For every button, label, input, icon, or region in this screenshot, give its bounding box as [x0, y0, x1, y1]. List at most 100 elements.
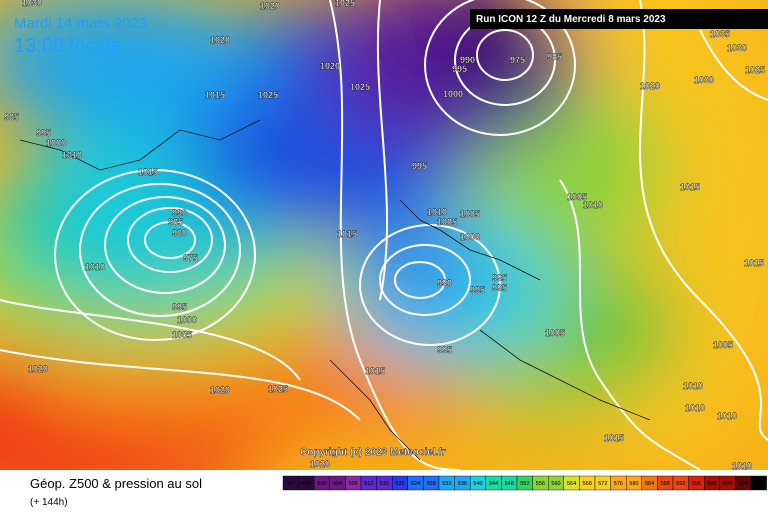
isobar-labels: 1030 1020 1025 1020 1020 1015 1025 1025 1015 1010…	[4, 0, 765, 471]
isobar-label: 1020	[640, 81, 660, 91]
colorbar-tick: 560	[551, 481, 560, 487]
isobar-label: 1015	[337, 229, 357, 239]
isobar-label: 1030	[727, 43, 747, 53]
isobar-label: 995	[492, 283, 507, 293]
colorbar-tick: 532	[442, 481, 451, 487]
isobar-label: 1005	[545, 328, 565, 338]
isobar-label: 1010	[85, 262, 105, 272]
isobar-label: 1005	[460, 209, 480, 219]
isobar-label: 1025	[745, 65, 765, 75]
isobar-label: 995	[470, 285, 485, 295]
isobar-label: 1015	[205, 90, 225, 100]
isobar-label: 995	[172, 302, 187, 312]
isobar-label: 1015	[604, 433, 624, 443]
isobar-label: 1010	[427, 207, 447, 217]
run-box	[470, 9, 768, 29]
coastlines	[19, 119, 651, 461]
isobar-label: 995	[492, 273, 507, 283]
isobar-label: 985	[168, 217, 183, 227]
isobar-label: 1010	[685, 403, 705, 413]
isobar-label: 990	[437, 278, 452, 288]
colorbar-tick: 520	[395, 481, 404, 487]
colorbar-tick: 604	[723, 481, 732, 487]
isobar-label: 975	[510, 55, 525, 65]
isobar-label: 1010	[683, 381, 703, 391]
isobar-label: 995	[36, 128, 51, 138]
isobar-label: 1020	[320, 61, 340, 71]
colorbar-tick: 504	[333, 481, 342, 487]
colorbar-tick: 584	[645, 481, 654, 487]
isobar-label: 1015	[744, 258, 764, 268]
isobar-label: 1030	[694, 75, 714, 85]
colorbar-tick: 492	[286, 481, 295, 487]
isobar-label: 1000	[177, 315, 197, 325]
colorbar-tick: 608	[739, 481, 748, 487]
colorbar-tick: 548	[505, 481, 514, 487]
isobar-label: 1015	[365, 366, 385, 376]
isobar-label: 1010	[62, 150, 82, 160]
lead-time: (+ 144h)	[30, 497, 68, 508]
colorbar-tick: 552	[520, 481, 529, 487]
isobar-label: 990	[172, 208, 187, 218]
colorbar-swatch	[750, 475, 767, 491]
isobar-label: 995	[437, 345, 452, 355]
colorbar-tick: 576	[614, 481, 623, 487]
isobar-label: 1010	[717, 411, 737, 421]
isobar-label: 995	[412, 161, 427, 171]
colorbar-tick: 612	[754, 481, 763, 487]
colorbar-tick: 512	[364, 481, 373, 487]
colorbar-tick: 556	[536, 481, 545, 487]
isobar-label: 1005	[567, 192, 587, 202]
isobar-label: 1005	[437, 217, 457, 227]
isobar-label: 1020	[210, 385, 230, 395]
time: 13:00 locale	[14, 35, 122, 57]
isobar-label: 1005	[713, 340, 733, 350]
isobar-label: 1000	[460, 232, 480, 242]
isobar-label: 1015	[138, 167, 158, 177]
colorbar-tick: 536	[458, 481, 467, 487]
isobar-label: 985	[4, 112, 19, 122]
colorbar-tick: 544	[489, 481, 498, 487]
isobar-label: 1030	[22, 0, 42, 8]
isobar-label: 1000	[46, 138, 66, 148]
isobar-label: 1010	[732, 461, 752, 471]
isobar-label: 1015	[680, 182, 700, 192]
isobar-label: 1025	[335, 0, 355, 8]
isobar-label: 1005	[172, 330, 192, 340]
isobar-label: 980	[172, 228, 187, 238]
isobar-label: 1020	[28, 364, 48, 374]
colorbar-tick: 588	[661, 481, 670, 487]
colorbar-tick: 600	[707, 481, 716, 487]
colorbar-tick: 564	[567, 481, 576, 487]
isobar-label: 1025	[350, 82, 370, 92]
isobar-label: 1025	[268, 384, 288, 394]
isobar-label: 975	[183, 253, 198, 263]
colorbar: 492 496 500 504 508 512 516 520 524 528 532 536 540 5…	[282, 475, 767, 491]
colorbar-tick: 568	[583, 481, 592, 487]
footer-title: Géop. Z500 & pression au sol	[30, 476, 202, 491]
isobar-label: 1000	[443, 89, 463, 99]
colorbar-tick: 500	[317, 481, 326, 487]
colorbar-tick: 540	[473, 481, 482, 487]
copyright: Copyright (c) 2023 Meteociel.fr	[300, 447, 446, 458]
colorbar-tick: 592	[676, 481, 685, 487]
colorbar-tick: 496	[302, 481, 311, 487]
isobar-label: 990	[460, 55, 475, 65]
run: Run ICON 12 Z du Mercredi 8 mars 2023	[476, 14, 666, 25]
isobars	[0, 0, 768, 470]
isobar-label: 1010	[583, 200, 603, 210]
isobar-label: 1020	[210, 35, 230, 45]
colorbar-tick: 572	[598, 481, 607, 487]
isobar-label: 1020	[260, 1, 280, 11]
colorbar-tick: 580	[629, 481, 638, 487]
colorbar-tick: 508	[349, 481, 358, 487]
colorbar-tick: 524	[411, 481, 420, 487]
isobar-label: 995	[452, 64, 467, 74]
colorbar-tick: 528	[427, 481, 436, 487]
isobar-label: 1025	[258, 90, 278, 100]
date: Mardi 14 mars 2023	[14, 15, 147, 32]
colorbar-tick: 516	[380, 481, 389, 487]
isobar-label: 985	[547, 52, 562, 62]
